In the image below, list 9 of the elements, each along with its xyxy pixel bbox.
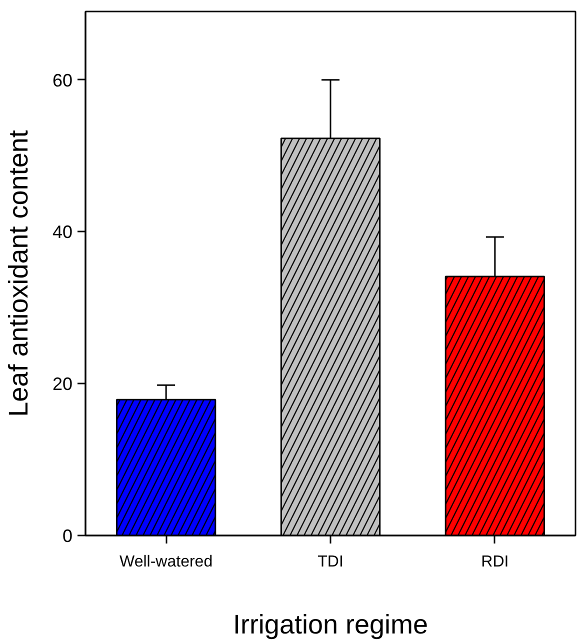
x-tick-label: TDI	[318, 554, 344, 570]
y-tick-label: 20	[52, 374, 73, 394]
x-tick-label: RDI	[481, 554, 509, 570]
y-tick-label: 60	[52, 70, 73, 90]
y-axis-title: Leaf antioxidant content	[3, 130, 34, 417]
x-tick-label: Well-watered	[120, 554, 213, 570]
x-axis-title: Irrigation regime	[232, 610, 428, 640]
y-tick-label: 40	[52, 222, 73, 242]
y-tick-label: 0	[62, 526, 73, 546]
